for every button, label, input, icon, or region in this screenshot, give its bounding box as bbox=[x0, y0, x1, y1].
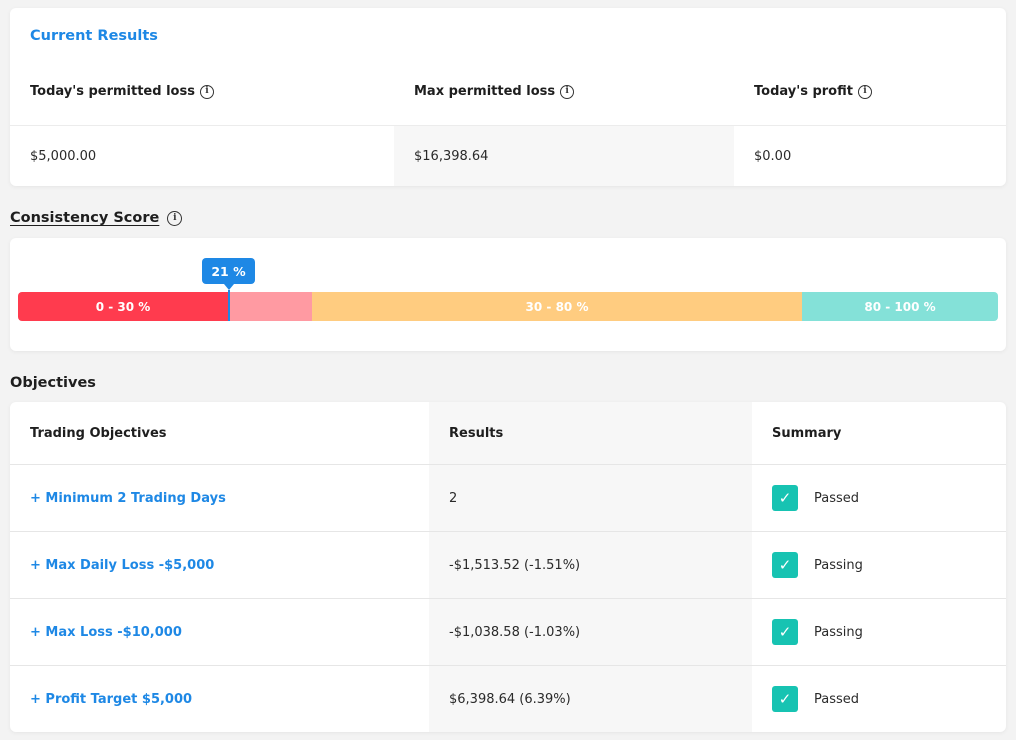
todays-profit-column: Today's profit i $0.00 bbox=[734, 8, 1006, 186]
table-row: + Max Loss -$10,000 -$1,038.58 (-1.03%) … bbox=[10, 598, 1006, 665]
info-icon[interactable]: i bbox=[167, 210, 183, 226]
todays-permitted-loss-column: Today's permitted loss i $5,000.00 bbox=[10, 8, 394, 186]
info-icon[interactable]: i bbox=[560, 84, 575, 99]
score-marker-line bbox=[228, 290, 230, 321]
objective-status: Passed bbox=[814, 691, 860, 707]
objectives-table: Trading Objectives Results Summary + Min… bbox=[10, 402, 1006, 732]
objective-status: Passed bbox=[814, 490, 860, 506]
score-marker: 21 % bbox=[202, 258, 262, 321]
check-icon: ✓ bbox=[772, 552, 798, 578]
objective-link[interactable]: + Max Loss -$10,000 bbox=[30, 624, 182, 640]
header-trading-objectives: Trading Objectives bbox=[30, 425, 167, 441]
objective-result: 2 bbox=[449, 490, 458, 506]
segment-0-30: 0 - 30 % bbox=[18, 292, 228, 321]
objective-link[interactable]: + Max Daily Loss -$5,000 bbox=[30, 557, 215, 573]
segment-low-filler bbox=[228, 292, 312, 321]
consistency-score-card: 0 - 30 % 30 - 80 % 80 - 100 % 21 % bbox=[10, 238, 1006, 351]
table-header-row: Trading Objectives Results Summary bbox=[10, 402, 1006, 464]
consistency-score-bar: 0 - 30 % 30 - 80 % 80 - 100 % bbox=[18, 292, 998, 321]
header-results: Results bbox=[429, 402, 752, 464]
check-icon: ✓ bbox=[772, 485, 798, 511]
segment-30-80: 30 - 80 % bbox=[312, 292, 802, 321]
segment-80-100: 80 - 100 % bbox=[802, 292, 998, 321]
score-tag: 21 % bbox=[202, 258, 255, 284]
todays-profit-value: $0.00 bbox=[734, 125, 1006, 186]
todays-permitted-loss-value: $5,000.00 bbox=[10, 125, 394, 186]
check-icon: ✓ bbox=[772, 619, 798, 645]
check-icon: ✓ bbox=[772, 686, 798, 712]
objective-status: Passing bbox=[814, 624, 863, 640]
info-icon[interactable]: i bbox=[857, 84, 872, 99]
max-permitted-loss-value: $16,398.64 bbox=[394, 125, 734, 186]
header-summary: Summary bbox=[772, 425, 842, 441]
objective-link[interactable]: + Profit Target $5,000 bbox=[30, 691, 193, 707]
score-tag-pointer bbox=[224, 284, 234, 290]
consistency-score-heading: Consistency Score i bbox=[10, 210, 183, 226]
objective-result: -$1,513.52 (-1.51%) bbox=[449, 557, 581, 573]
table-row: + Profit Target $5,000 $6,398.64 (6.39%)… bbox=[10, 665, 1006, 732]
todays-profit-label: Today's profit i bbox=[754, 84, 872, 99]
current-results-card: Current Results Today's permitted loss i… bbox=[10, 8, 1006, 186]
table-row: + Max Daily Loss -$5,000 -$1,513.52 (-1.… bbox=[10, 531, 1006, 598]
objective-result: -$1,038.58 (-1.03%) bbox=[449, 624, 581, 640]
objective-link[interactable]: + Minimum 2 Trading Days bbox=[30, 490, 226, 506]
objectives-heading: Objectives bbox=[10, 375, 96, 391]
max-permitted-loss-label: Max permitted loss i bbox=[414, 84, 575, 99]
current-results-title: Current Results bbox=[30, 28, 158, 44]
todays-permitted-loss-label: Today's permitted loss i bbox=[30, 84, 214, 99]
objective-status: Passing bbox=[814, 557, 863, 573]
max-permitted-loss-column: Max permitted loss i $16,398.64 bbox=[394, 8, 734, 186]
objective-result: $6,398.64 (6.39%) bbox=[449, 691, 571, 707]
info-icon[interactable]: i bbox=[199, 84, 214, 99]
table-row: + Minimum 2 Trading Days 2 ✓ Passed bbox=[10, 464, 1006, 531]
